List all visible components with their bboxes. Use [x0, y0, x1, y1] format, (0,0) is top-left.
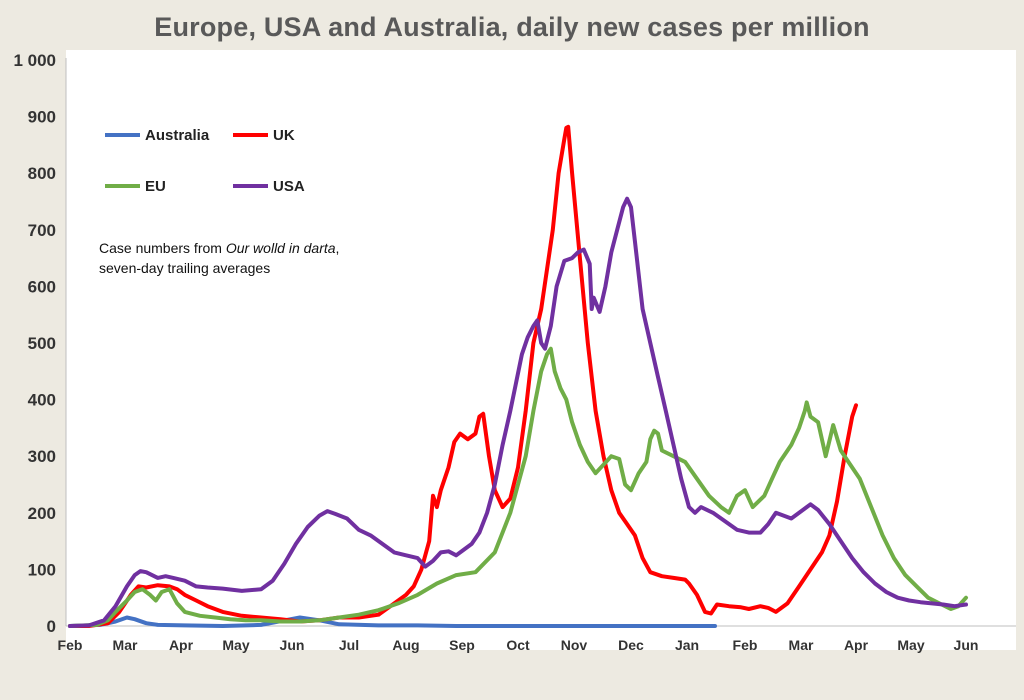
- y-tick-label: 600: [28, 277, 56, 296]
- series-line-uk: [68, 124, 858, 628]
- x-tick-label: Mar: [789, 637, 814, 653]
- x-axis-ticks: Feb Mar Apr May Jun Jul Aug Sep Oct Nov Dec Jan Feb M…: [58, 637, 979, 653]
- y-axis-ticks: 0 100 200 300 400 500 600 700 800 900 1 000: [13, 51, 56, 636]
- x-tick-label: May: [222, 637, 249, 653]
- series-line-usa: [68, 196, 968, 628]
- x-tick-label: Jul: [339, 637, 359, 653]
- y-tick-label: 500: [28, 334, 56, 353]
- y-tick-label: 400: [28, 391, 56, 410]
- series-line-eu: [68, 346, 968, 628]
- x-tick-label: Jun: [954, 637, 979, 653]
- x-tick-label: Jan: [675, 637, 699, 653]
- legend-label-australia: Australia: [145, 127, 210, 144]
- x-tick-label: Oct: [506, 637, 530, 653]
- x-tick-label: Dec: [618, 637, 644, 653]
- x-tick-label: May: [897, 637, 924, 653]
- annotation-prefix: Case numbers from: [99, 240, 226, 256]
- y-tick-label: 900: [28, 108, 56, 127]
- y-tick-label: 100: [28, 560, 56, 579]
- y-tick-label: 800: [28, 164, 56, 183]
- x-tick-label: Jun: [280, 637, 305, 653]
- annotation-line-2: seven-day trailing averages: [99, 260, 270, 276]
- x-tick-label: Nov: [561, 637, 588, 653]
- y-tick-label: 0: [47, 617, 56, 636]
- x-tick-label: Apr: [844, 637, 869, 653]
- x-tick-label: Sep: [449, 637, 475, 653]
- annotation-line-1: Case numbers from Our wolld in darta,: [99, 240, 339, 256]
- x-tick-label: Feb: [733, 637, 758, 653]
- x-tick-label: Aug: [392, 637, 419, 653]
- legend-label-eu: EU: [145, 178, 166, 195]
- annotation-source: Our wolld in darta: [226, 240, 336, 256]
- y-tick-label: 700: [28, 221, 56, 240]
- plot-area: [66, 50, 1016, 650]
- legend: Australia UK EU USA: [105, 127, 305, 195]
- series-lines: [68, 124, 968, 628]
- x-tick-label: Apr: [169, 637, 194, 653]
- y-tick-label: 200: [28, 504, 56, 523]
- legend-label-uk: UK: [273, 127, 295, 144]
- y-tick-label: 300: [28, 447, 56, 466]
- chart-title: Europe, USA and Australia, daily new cas…: [154, 12, 870, 42]
- annotation-suffix: ,: [336, 240, 340, 256]
- legend-label-usa: USA: [273, 178, 305, 195]
- x-tick-label: Feb: [58, 637, 83, 653]
- y-tick-label: 1 000: [13, 51, 56, 70]
- annotation: Case numbers from Our wolld in darta, se…: [99, 240, 339, 276]
- x-tick-label: Mar: [113, 637, 138, 653]
